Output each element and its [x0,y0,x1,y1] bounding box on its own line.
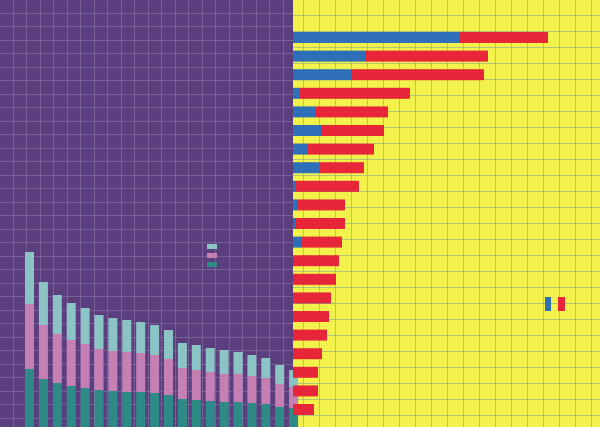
bar-segment [219,402,229,427]
left-grid [0,0,293,427]
bar-segment [275,384,285,407]
bar-segment [52,334,62,383]
bar-segment [365,50,488,62]
bar-segment [136,392,146,427]
bar-segment [293,329,327,341]
bar-segment [460,32,548,43]
bar-segment [177,343,187,368]
bar-segment [52,295,62,334]
bar-segment [293,69,352,81]
bar-segment [177,368,187,399]
bar-segment [94,349,104,390]
bar-segment [247,355,257,376]
bar-segment [289,370,299,387]
bar-segment [296,180,359,192]
bar-segment [293,366,318,378]
bar-segment [300,87,410,99]
bar-segment [122,352,132,392]
bar-segment [298,199,345,211]
bar-segment [316,106,388,118]
right-grid [293,0,600,427]
bar-segment [293,162,319,174]
bar-segment [205,401,215,427]
bar-segment [80,344,90,388]
bar-segment [293,236,302,248]
bar-segment [293,87,300,99]
bar-segment [319,162,364,174]
bar-segment [164,330,173,359]
bar-segment [233,402,243,427]
bar-segment [293,292,331,304]
bar-segment [293,255,339,267]
bar-segment [122,320,132,352]
bar-segment [191,370,201,400]
bar-segment [247,403,257,427]
bar-segment [25,369,34,427]
bar-segment [94,315,104,349]
bar-segment [261,378,271,404]
bar-segment [293,106,316,118]
bar-segment [164,395,173,427]
bar-segment [219,374,229,402]
bar-segment [66,303,76,340]
bar-segment [219,350,229,374]
bar-segment [352,69,484,81]
bar-segment [191,400,201,427]
bar-segment [293,385,318,397]
bar-segment [302,236,342,248]
bar-segment [275,365,285,384]
bar-segment [25,252,34,304]
bar-segment [275,407,285,427]
bar-segment [233,352,243,374]
bar-segment [136,353,146,392]
bar-segment [289,408,299,427]
bar-segment [108,318,118,351]
right-legend-icon [545,297,565,311]
bar-segment [108,391,118,427]
bar-segment [52,383,62,427]
bar-segment [94,390,104,427]
bar-segment [293,404,314,415]
bar-segment [293,50,365,62]
bar-segment [150,393,160,427]
bar-segment [108,351,118,391]
bar-segment [66,340,76,386]
left-legend-icon [207,244,217,267]
bar-segment [177,399,187,427]
bar-segment [25,304,34,369]
bar-segment [293,311,329,322]
bar-segment [322,125,384,136]
bar-segment [80,388,90,427]
bar-segment [261,404,271,427]
bar-segment [38,325,48,379]
bar-segment [191,345,201,370]
bar-segment [293,143,307,155]
bar-segment [66,386,76,427]
bar-segment [38,282,48,325]
bar-segment [296,218,345,229]
bar-segment [136,322,146,353]
bar-segment [122,392,132,427]
bar-segment [205,348,215,372]
bar-segment [293,273,336,285]
bar-segment [247,376,257,403]
bar-segment [293,199,298,211]
bar-segment [293,218,296,229]
bar-segment [293,32,460,43]
bar-segment [261,358,271,378]
bar-segment [293,180,296,192]
bar-segment [80,308,90,344]
bar-segment [293,125,322,136]
bar-segment [289,387,299,408]
bar-segment [293,348,322,360]
bar-segment [307,143,374,155]
bar-segment [38,379,48,427]
bar-segment [205,372,215,401]
bar-segment [150,355,160,393]
bar-segment [164,359,173,395]
bar-segment [150,325,160,355]
bar-segment [233,374,243,402]
